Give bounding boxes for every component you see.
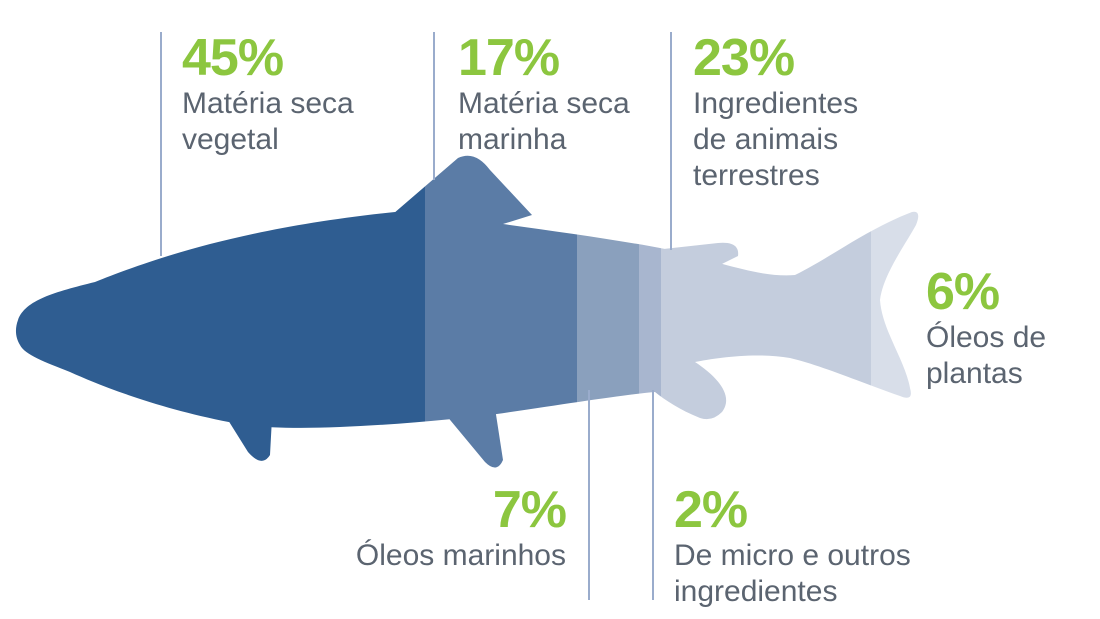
percent-2: 2% — [674, 481, 748, 539]
label-oleos-plantas: 6% Óleos de plantas — [926, 266, 1046, 392]
segment-micro-outros — [639, 155, 661, 468]
desc-materia-seca-marinha: Matéria seca marinha — [458, 87, 630, 156]
desc-micro-outros: De micro e outros ingredientes — [674, 539, 911, 608]
segment-oleos-plantas — [871, 155, 919, 468]
desc-oleos-plantas: Óleos de plantas — [926, 321, 1047, 390]
label-oleos-marinhos: 7% Óleos marinhos — [340, 481, 567, 574]
segment-oleos-marinhos — [577, 155, 639, 468]
label-materia-seca-marinha: 17% Matéria seca marinha — [458, 32, 630, 158]
segment-materia-seca-vegetal — [15, 155, 425, 468]
desc-oleos-marinhos: Óleos marinhos — [355, 539, 566, 572]
percent-45: 45% — [182, 29, 284, 87]
label-animais-terrestres: 23% Ingredientes de animais terrestres — [693, 32, 858, 194]
percent-17: 17% — [458, 29, 560, 87]
percent-6: 6% — [926, 263, 1000, 321]
label-materia-seca-vegetal: 45% Matéria seca vegetal — [182, 32, 354, 158]
desc-materia-seca-vegetal: Matéria seca vegetal — [182, 87, 354, 156]
label-micro-outros: 2% De micro e outros ingredientes — [674, 484, 911, 610]
desc-animais-terrestres: Ingredientes de animais terrestres — [693, 87, 859, 192]
segment-materia-seca-marinha — [425, 155, 577, 468]
percent-7: 7% — [492, 481, 567, 539]
percent-23: 23% — [693, 29, 795, 87]
leader-lines — [160, 32, 672, 600]
